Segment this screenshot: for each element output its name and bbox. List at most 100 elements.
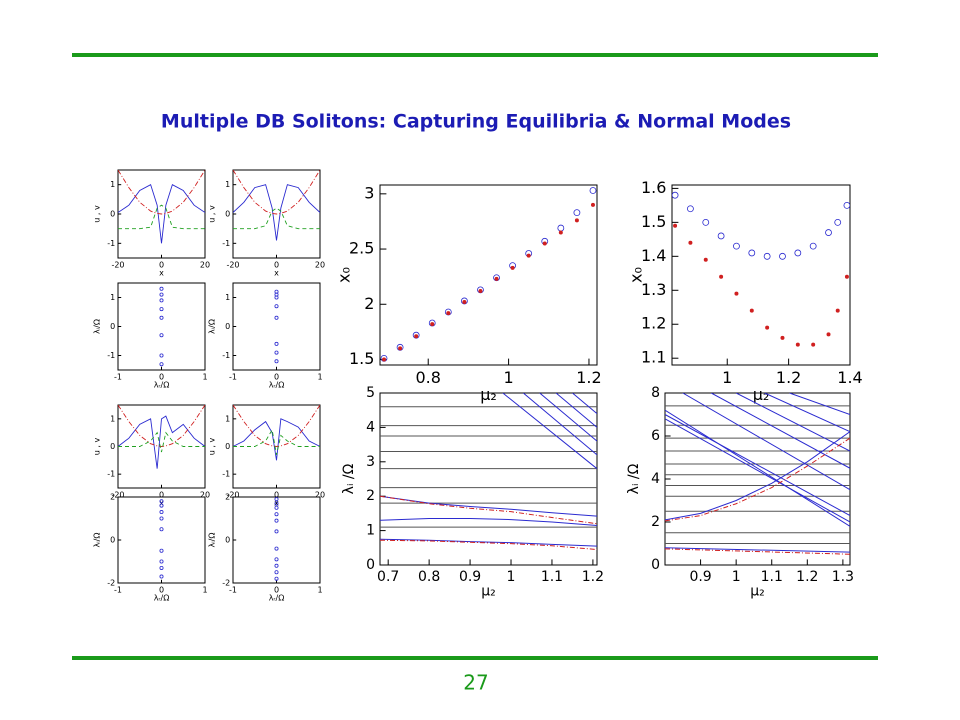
x-tick-label: 1.1	[761, 569, 783, 585]
series-line	[711, 393, 850, 469]
y-tick-label: 8	[651, 385, 660, 401]
y-tick-label: 2	[366, 488, 375, 504]
point	[446, 311, 451, 316]
x-tick-label: 0	[274, 585, 279, 594]
y-axis-label: u , v	[93, 438, 102, 456]
x-axis-label: μ₂	[750, 584, 765, 600]
x-tick-label: -1	[229, 585, 237, 594]
x-tick-label: 0.8	[418, 569, 440, 585]
y-axis-label: λᵢ /Ω	[341, 463, 357, 494]
point	[825, 229, 832, 236]
point	[749, 308, 754, 313]
data-layer	[672, 191, 850, 347]
point	[159, 353, 164, 358]
x-tick-label: 20	[200, 260, 210, 269]
data-layer	[159, 499, 164, 579]
y-axis-label: u , v	[208, 438, 217, 456]
y-tick-label: 2.5	[349, 239, 374, 258]
x-tick-label: 1	[503, 368, 513, 387]
point	[688, 240, 693, 245]
x-axis-label: λᵣ/Ω	[269, 594, 285, 603]
y-tick-label: 1	[110, 293, 115, 302]
y-tick-label: -2	[222, 579, 230, 588]
y-tick-label: 0	[225, 442, 230, 451]
y-tick-label: 0	[366, 557, 375, 573]
data-layer	[118, 405, 205, 469]
point	[542, 241, 547, 246]
y-tick-label: 0	[225, 322, 230, 331]
y-tick-label: -1	[107, 351, 115, 360]
y-tick-label: 0	[110, 210, 115, 219]
point	[274, 563, 279, 568]
point	[526, 253, 531, 258]
plot: -1 0 1 -1 0 1 λᵣ/Ω λᵢ/Ω	[93, 282, 208, 390]
y-tick-label: 5	[366, 385, 375, 401]
y-tick-label: 0	[110, 536, 115, 545]
point	[826, 332, 831, 337]
data-layer	[274, 289, 279, 364]
y-axis-label: λᵢ/Ω	[208, 319, 217, 334]
point	[274, 505, 279, 510]
series-line	[233, 428, 320, 455]
y-tick-label: 4	[366, 419, 375, 435]
x-tick-label: 0.9	[689, 569, 711, 585]
x-tick-label: 1	[722, 368, 732, 387]
point	[159, 510, 164, 515]
y-tick-label: 0	[110, 442, 115, 451]
point	[844, 274, 849, 279]
x-tick-label: 0	[159, 260, 164, 269]
x-tick-label: -1	[114, 372, 122, 381]
point	[159, 292, 164, 297]
series-line	[118, 204, 205, 230]
series-line	[233, 405, 320, 447]
plot: 0.9 1 1.1 1.2 1.3 0 2 4 6 8 μ₂ λᵢ /Ω	[626, 385, 854, 600]
point	[494, 276, 499, 281]
series-line	[735, 393, 850, 452]
y-tick-label: 1	[110, 180, 115, 189]
point	[430, 322, 435, 327]
point	[159, 286, 164, 291]
point	[159, 565, 164, 570]
page-number: 27	[463, 671, 488, 695]
plot: -20 0 20 -1 0 1 x u , v	[208, 404, 325, 508]
y-tick-label: 1.3	[641, 280, 666, 299]
series-line	[380, 495, 597, 525]
y-tick-label: 1.1	[641, 348, 666, 367]
point	[510, 265, 515, 270]
point	[274, 289, 279, 294]
point	[589, 187, 597, 194]
series-line	[539, 393, 597, 442]
y-axis-label: λᵢ/Ω	[208, 533, 217, 548]
point	[717, 232, 725, 240]
plot: 0.7 0.8 0.9 1 1.1 1.2 0 1 2 3 4 5 μ₂ λᵢ /Ω	[341, 385, 604, 600]
series-line	[665, 418, 850, 523]
x-tick-label: 1	[202, 372, 207, 381]
x-tick-label: 20	[315, 490, 325, 499]
series-line	[665, 547, 850, 553]
y-axis-label: x₀	[334, 267, 353, 283]
y-tick-label: 3	[364, 183, 374, 202]
y-tick-label: 1.2	[641, 314, 666, 333]
point	[763, 252, 771, 260]
y-tick-label: 2	[364, 294, 374, 313]
y-tick-label: 2	[225, 493, 230, 502]
plot-frame	[671, 184, 851, 366]
point	[159, 333, 164, 338]
x-tick-label: 1	[507, 569, 516, 585]
x-tick-label: 0.9	[459, 569, 481, 585]
plot: 0.8 1 1.2 1.5 2 2.5 3 μ₂ x₀	[334, 183, 601, 404]
x-tick-label: 20	[315, 260, 325, 269]
point	[809, 242, 817, 250]
point	[274, 512, 279, 517]
point	[159, 516, 164, 521]
point	[274, 570, 279, 575]
y-tick-label: 1	[225, 180, 230, 189]
series-line	[118, 170, 205, 215]
y-tick-label: 1	[110, 414, 115, 423]
point	[748, 249, 756, 257]
x-axis-label: λᵣ/Ω	[154, 381, 170, 390]
series-line	[665, 431, 850, 521]
y-axis-label: u , v	[93, 205, 102, 223]
point	[765, 325, 770, 330]
